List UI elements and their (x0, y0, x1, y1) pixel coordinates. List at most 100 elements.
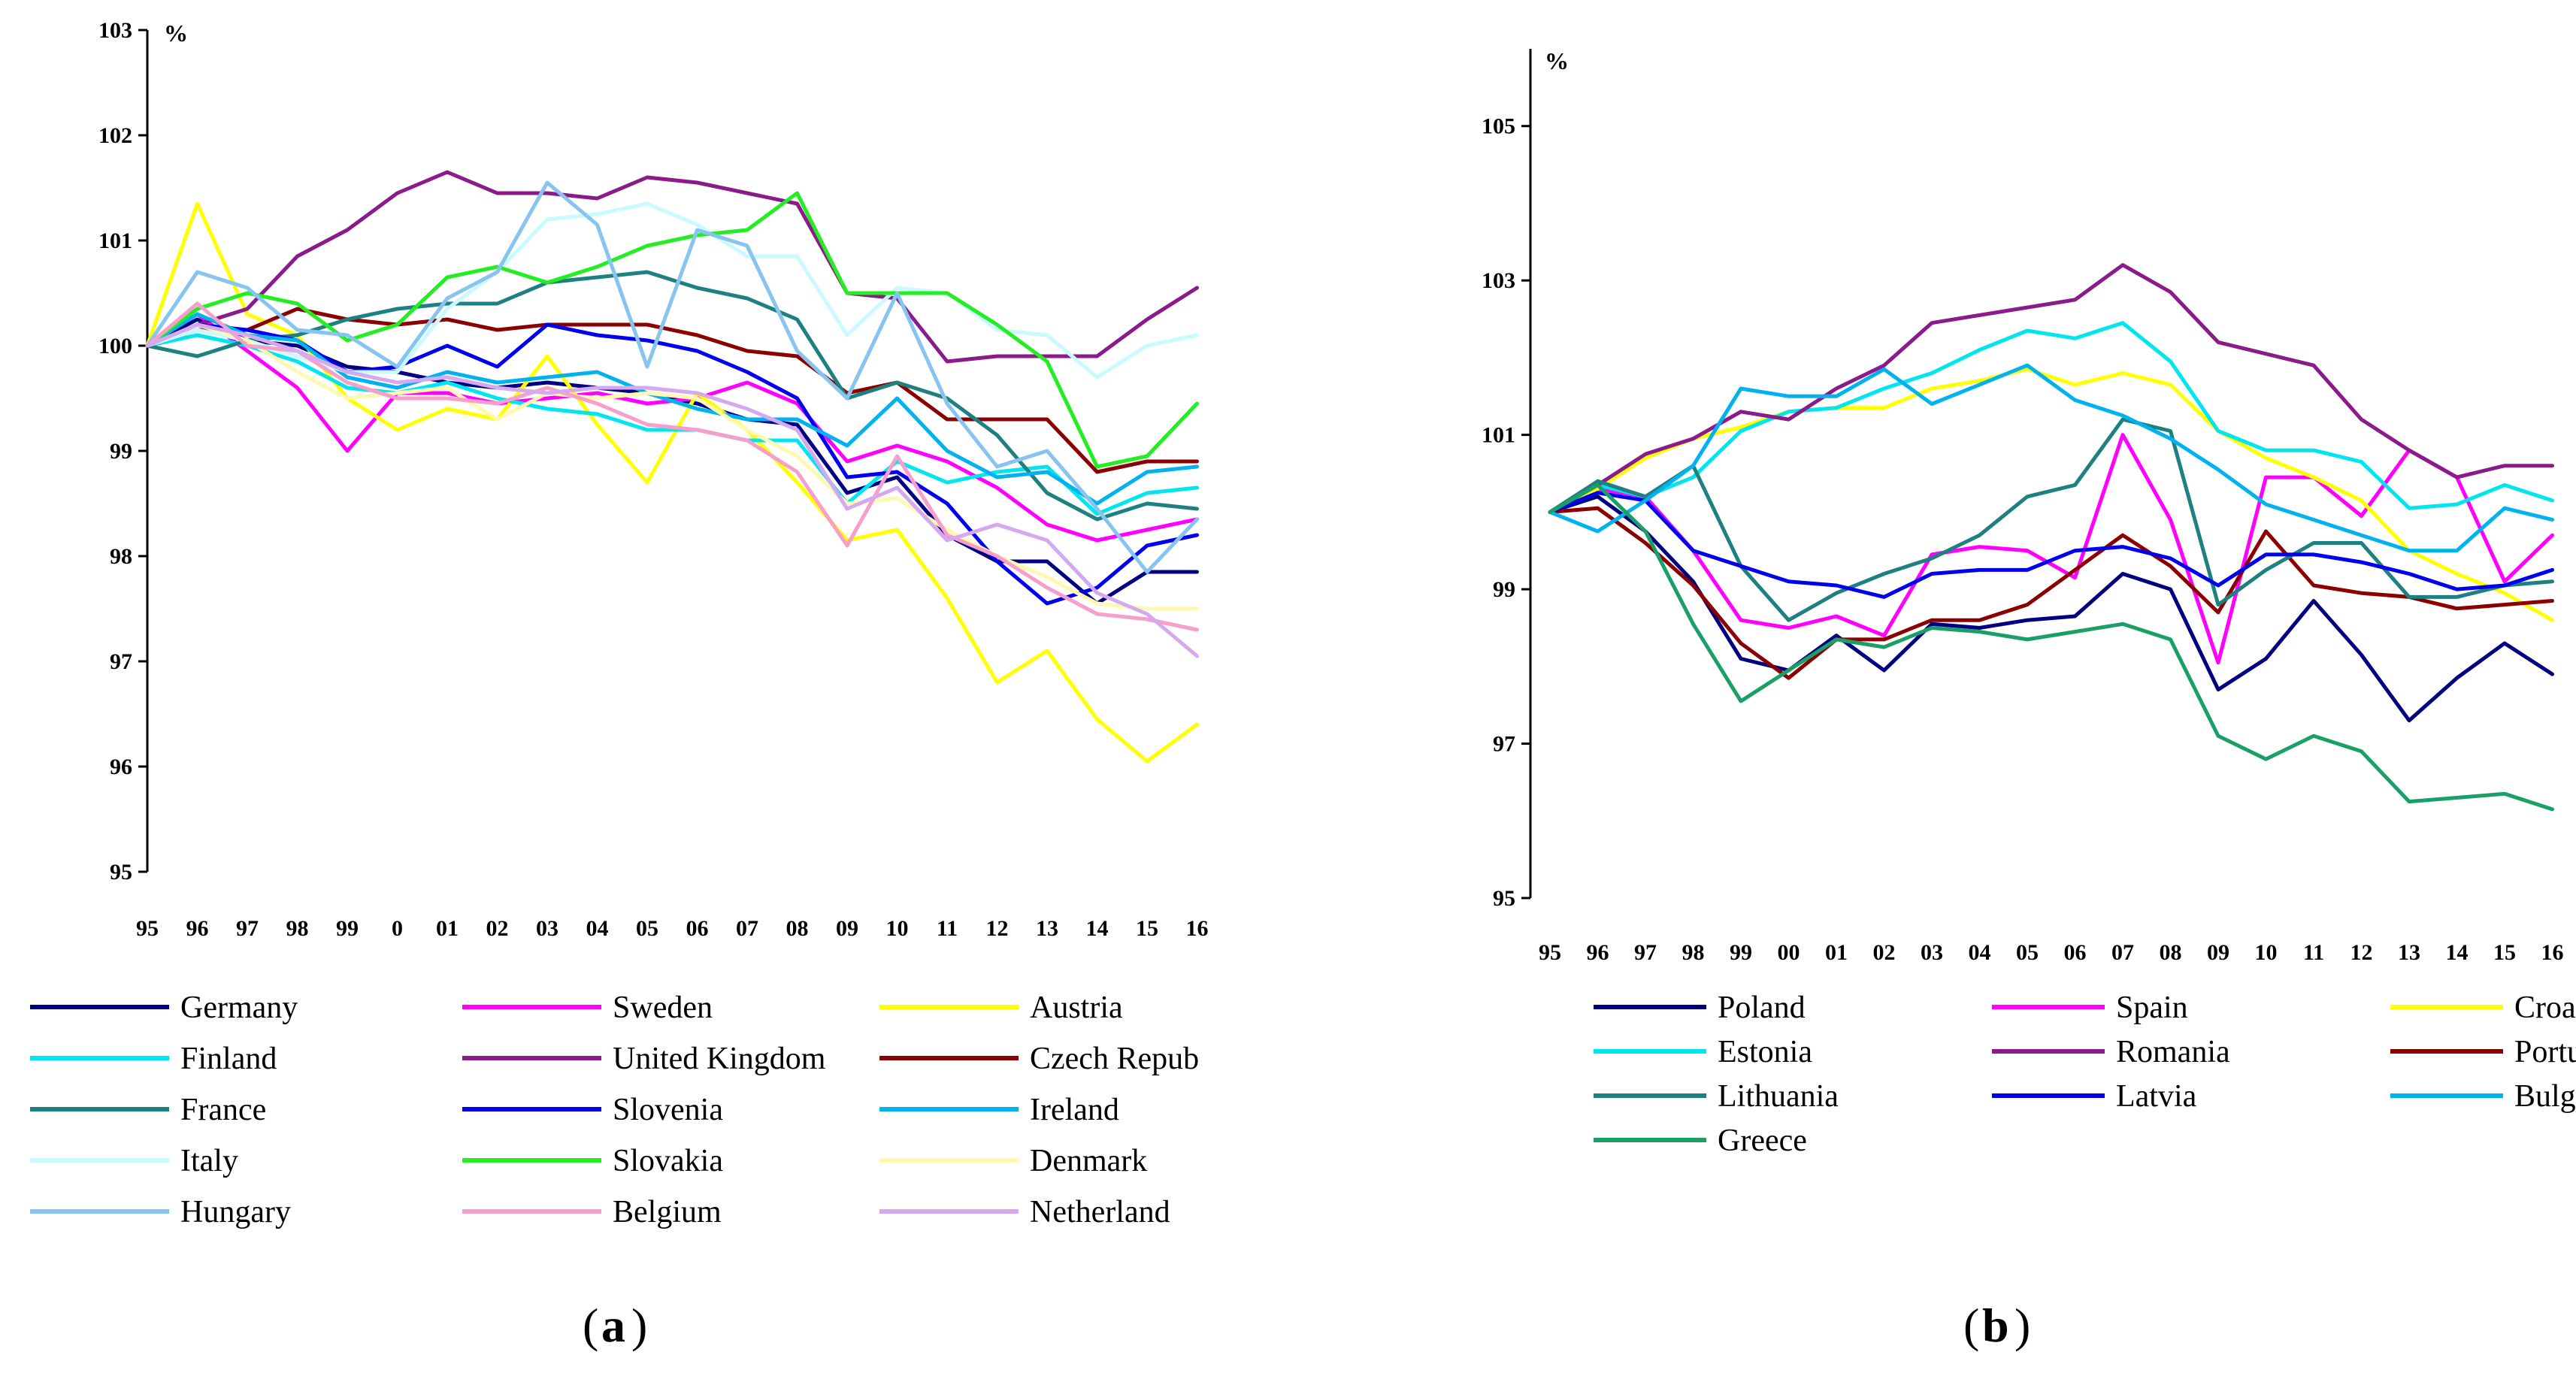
panel-a-xtick-label: 12 (986, 916, 1009, 941)
panel-a-xtick-label: 04 (586, 916, 609, 941)
panel-b-xtick-label: 14 (2446, 940, 2469, 965)
series-line-latvia (1548, 491, 2554, 599)
panel-a-ytick-label: 103 (98, 18, 132, 43)
series-line-estonia (1548, 321, 2554, 514)
panel-b-xtick-label: 11 (2303, 940, 2324, 965)
series-line-romania (1548, 263, 2554, 514)
legend-label: Greece (1718, 1124, 1807, 1158)
panel-b-xtick-label: 97 (1634, 940, 1657, 965)
series-line-united-kingdom (145, 170, 1199, 364)
panel-a-ytick-label: 99 (110, 439, 132, 464)
series-line-greece (1548, 482, 2554, 812)
panel-a-xtick-label: 16 (1186, 916, 1209, 941)
panel-b-xtick-label: 98 (1682, 940, 1705, 965)
panel-a-xtick-label: 05 (636, 916, 658, 941)
caption-b: ( b ) (1963, 1299, 2030, 1352)
panel-a-xtick-label: 97 (236, 916, 259, 941)
legend-label: Slovenia (613, 1093, 723, 1127)
panel-b-xtick-label: 08 (2160, 940, 2182, 965)
series-line-france (145, 270, 1199, 522)
panel-a-ytick-label: 95 (110, 860, 132, 885)
panel-a-xtick-label: 02 (486, 916, 509, 941)
legend-label: Denmark (1030, 1144, 1147, 1178)
panel-b-ylabel: % (1545, 47, 1569, 74)
panel-b-xtick-label: 05 (2016, 940, 2039, 965)
series-line-bulgaria (1548, 363, 2554, 553)
panel-a-xtick-label: 15 (1136, 916, 1158, 941)
panel-b-ytick-label: 101 (1482, 423, 1515, 448)
panel-a-xtick-label: 14 (1086, 916, 1109, 941)
legend-label: Ireland (1030, 1093, 1119, 1127)
panel-a: % 95 96 97 98 99 100 101 102 103 95 96 97 98 99 0 01 02… (98, 18, 1209, 941)
panel-a-ytick-label: 96 (110, 755, 132, 779)
caption-b-label: b (1982, 1299, 2009, 1352)
panel-a-xtick-label: 03 (536, 916, 558, 941)
panel-b-xtick-label: 15 (2493, 940, 2516, 965)
series-line-netherland (145, 322, 1199, 658)
legend-label: Belgium (613, 1195, 722, 1229)
legend-label: Bulgaria (2514, 1079, 2576, 1114)
panel-b-ytick-label: 95 (1493, 886, 1515, 911)
legend-label: Germany (180, 990, 298, 1025)
series-line-slovakia (145, 191, 1199, 469)
panel-a-xtick-label: 07 (736, 916, 758, 941)
panel-b-xtick-label: 99 (1730, 940, 1752, 965)
legend-label: Croatia (2514, 990, 2576, 1025)
series-line-czech-repub (145, 307, 1199, 474)
panel-b: % 95 97 99 101 103 105 95 96 97 98 99 00 01 02 03 04 05… (1482, 47, 2564, 965)
panel-b-xtick-label: 04 (1969, 940, 1991, 965)
panel-b-xtick-label: 02 (1873, 940, 1896, 965)
series-line-belgium (145, 301, 1199, 632)
panel-b-ytick-label: 103 (1482, 268, 1515, 293)
legend-label: Austria (1030, 990, 1123, 1025)
legend-label: Italy (180, 1144, 238, 1178)
legend-label: Hungary (180, 1195, 291, 1229)
series-line-croatia (1548, 367, 2554, 622)
panel-b-ytick-label: 105 (1482, 114, 1515, 139)
panel-b-xtick-label: 16 (2541, 940, 2564, 965)
panel-b-legend: Poland Spain Croatia Estonia Romania Portugal… (1594, 990, 2576, 1158)
panel-a-ytick-label: 102 (98, 123, 132, 148)
legend-label: Lithuania (1718, 1079, 1839, 1114)
panel-a-ytick-label: 97 (110, 649, 132, 674)
caption-a: ( a ) (583, 1299, 647, 1352)
legend-label: Poland (1718, 990, 1806, 1025)
panel-a-xtick-label: 96 (186, 916, 209, 941)
panel-a-xtick-label: 09 (836, 916, 858, 941)
legend-label: Slovakia (613, 1144, 723, 1178)
panel-b-xtick-label: 00 (1778, 940, 1800, 965)
panel-b-xtick-label: 09 (2207, 940, 2229, 965)
panel-a-legend: Germany Sweden Austria Finland United Kingdo… (30, 990, 1199, 1229)
panel-a-xtick-label: 06 (686, 916, 709, 941)
series-line-denmark (145, 322, 1199, 611)
panel-b-xtick-label: 13 (2398, 940, 2420, 965)
panel-a-xtick-label: 99 (336, 916, 359, 941)
panel-a-xtick-label: 95 (136, 916, 159, 941)
caption-a-label: a (601, 1299, 625, 1352)
panel-b-xtick-label: 12 (2350, 940, 2373, 965)
legend-label: Romania (2116, 1035, 2230, 1069)
series-line-poland (1548, 494, 2554, 723)
svg-text:): ) (2014, 1299, 2030, 1352)
panel-b-xtick-label: 95 (1539, 940, 1561, 965)
panel-a-ytick-label: 100 (98, 334, 132, 358)
legend-label: France (180, 1093, 266, 1127)
svg-text:(: ( (1963, 1299, 1979, 1352)
legend-label: Finland (180, 1042, 277, 1076)
panel-a-ytick-label: 101 (98, 228, 132, 253)
series-line-germany (145, 317, 1199, 606)
series-line-portugal (1548, 506, 2554, 680)
panel-b-xtick-label: 03 (1921, 940, 1943, 965)
panel-a-ylabel: % (164, 20, 188, 47)
series-line-finland (145, 333, 1199, 516)
series-line-slovenia (145, 322, 1199, 606)
legend-label: Portugal (2514, 1035, 2576, 1069)
panel-a-xtick-label: 10 (886, 916, 909, 941)
panel-b-xtick-label: 07 (2111, 940, 2134, 965)
panel-b-xtick-label: 96 (1587, 940, 1609, 965)
panel-b-xtick-label: 01 (1825, 940, 1848, 965)
legend-label: Spain (2116, 990, 2188, 1025)
svg-text:(: ( (583, 1299, 598, 1352)
panel-a-xtick-label: 11 (937, 916, 958, 941)
